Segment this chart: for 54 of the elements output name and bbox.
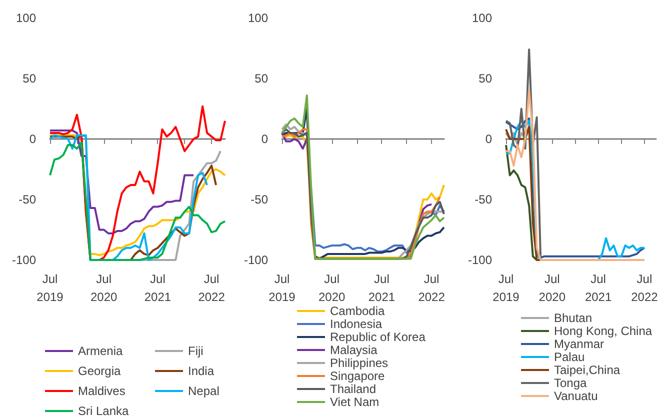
y-tick-label: 50 xyxy=(22,72,36,86)
y-tick-label: 0 xyxy=(485,132,492,146)
line-series xyxy=(49,105,226,261)
y-tick-label: 0 xyxy=(261,132,268,146)
legend-label: Tonga xyxy=(554,376,588,390)
legend-label: India xyxy=(188,364,214,378)
y-tick-label: 100 xyxy=(16,11,36,25)
y-tick-label: 100 xyxy=(248,11,268,25)
legend-label: Indonesia xyxy=(330,317,382,331)
legend-label: Singapore xyxy=(330,369,386,383)
x-tick-label: Jul 2020 xyxy=(90,272,118,304)
line-series xyxy=(505,126,542,261)
x-tick-label: Jul 2020 xyxy=(538,272,566,304)
legend-label: Vanuatu xyxy=(554,389,598,403)
y-tick-label: -50 xyxy=(474,192,492,206)
legend-label: Philippines xyxy=(330,356,388,370)
x-tick-label: Jul 2021 xyxy=(144,272,172,304)
legend-label: Taipei,China xyxy=(554,363,620,377)
legend-label: Republic of Korea xyxy=(330,330,426,344)
legend-label: Bhutan xyxy=(554,311,592,325)
x-tick-label: Jul 2019 xyxy=(492,272,520,304)
legend-label: Viet Nam xyxy=(330,395,380,409)
y-tick-label: -50 xyxy=(18,192,36,206)
line-series xyxy=(49,130,195,234)
legend-label: Cambodia xyxy=(330,304,386,318)
x-tick-label: Jul 2020 xyxy=(318,272,346,304)
x-tick-label: Jul 2021 xyxy=(584,272,612,304)
legend-label: Nepal xyxy=(188,384,220,398)
y-tick-label: 50 xyxy=(478,72,492,86)
y-tick-label: 50 xyxy=(254,72,268,86)
y-tick-label: -50 xyxy=(250,192,268,206)
legend-label: Georgia xyxy=(78,364,122,378)
y-tick-label: 100 xyxy=(472,11,492,25)
legend-label: Palau xyxy=(554,350,585,364)
legend-label: Thailand xyxy=(330,382,376,396)
y-tick-label: -100 xyxy=(244,253,268,267)
legend-label: Fiji xyxy=(188,344,204,358)
y-tick-label: -100 xyxy=(12,253,36,267)
legend-label: Hong Kong, China xyxy=(554,324,652,338)
x-tick-label: Jul 2022 xyxy=(198,272,226,304)
line-series xyxy=(505,90,646,261)
x-tick-label: Jul 2022 xyxy=(631,272,658,304)
x-tick-label: Jul 2022 xyxy=(418,272,446,304)
x-tick-label: Jul 2019 xyxy=(268,272,296,304)
legend-label: Maldives xyxy=(78,384,126,398)
legend-label: Armenia xyxy=(78,344,124,358)
legend-label: Malaysia xyxy=(330,343,378,357)
line-series xyxy=(505,144,538,261)
legend-label: Myanmar xyxy=(554,337,604,351)
x-tick-label: Jul 2019 xyxy=(36,272,64,304)
x-tick-label: Jul 2021 xyxy=(368,272,396,304)
legend-label: Sri Lanka xyxy=(78,404,130,418)
y-tick-label: -100 xyxy=(468,253,492,267)
y-tick-label: 0 xyxy=(29,132,36,146)
